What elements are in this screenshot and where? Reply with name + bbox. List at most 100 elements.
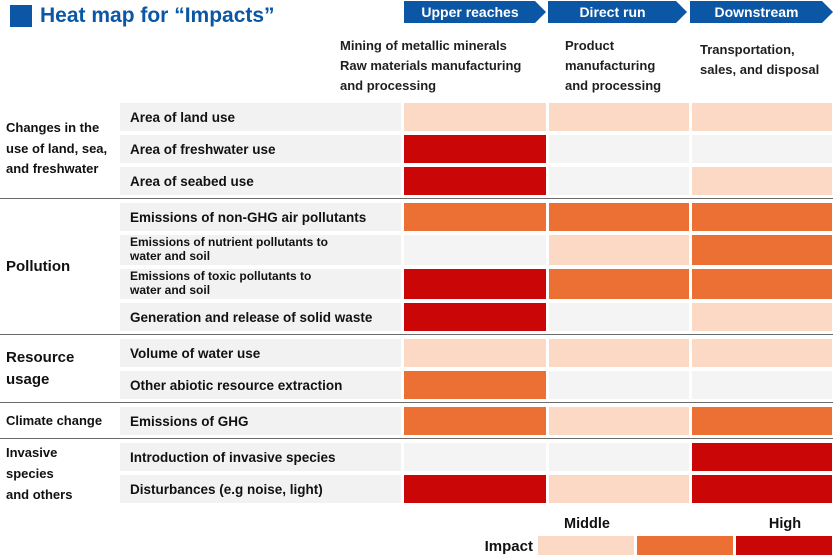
row-group-climate-change: Climate change Emissions of GHG xyxy=(0,402,833,435)
row-label: Emissions of non-GHG air pollutants xyxy=(120,203,401,231)
table-row: Disturbances (e.g noise, light) xyxy=(120,475,833,503)
table-row: Introduction of invasive species xyxy=(120,443,833,471)
stage-arrow-downstream: Downstream xyxy=(690,1,833,23)
stage-description-line: Transportation, xyxy=(700,42,795,57)
heat-cell xyxy=(549,269,689,299)
heat-cell xyxy=(692,235,832,265)
figure-title: Heat map for “Impacts” xyxy=(40,4,275,27)
row-label-line: Disturbances (e.g noise, light) xyxy=(130,481,323,497)
table-row: Emissions of non-GHG air pollutants xyxy=(120,203,833,231)
stage-description-direct-run: Product manufacturing and processing xyxy=(565,36,661,96)
row-label: Emissions of GHG xyxy=(120,407,401,435)
heat-cell xyxy=(692,443,832,471)
heatmap-table: Changes in the use of land, sea, and fresh… xyxy=(0,103,833,505)
group-label-line: use of land, sea, xyxy=(6,140,108,156)
row-label-line: Other abiotic resource extraction xyxy=(130,377,343,393)
heat-cell xyxy=(404,443,546,471)
heat-cell xyxy=(404,303,546,331)
stage-description-line: sales, and disposal xyxy=(700,62,820,77)
group-rows: Area of land use Area of freshwater use Ar… xyxy=(120,103,833,195)
stage-description-downstream: Transportation, sales, and disposal xyxy=(700,40,819,80)
group-label-line: and freshwater xyxy=(6,161,99,177)
heat-cell xyxy=(692,203,832,231)
group-label-line: Resource xyxy=(6,348,75,366)
stage-description-line: Product xyxy=(565,38,615,53)
group-label: Changes in the use of land, sea, and fresh… xyxy=(0,103,120,195)
heat-cell xyxy=(549,103,689,131)
table-row: Emissions of toxic pollutants to water an… xyxy=(120,269,833,299)
row-label-line: Introduction of invasive species xyxy=(130,449,336,465)
group-label-line: Invasive xyxy=(6,445,58,460)
row-label-line: Generation and release of solid waste xyxy=(130,309,373,325)
heat-cell xyxy=(549,203,689,231)
row-label-line: Emissions of non-GHG air pollutants xyxy=(130,209,367,225)
heat-cell xyxy=(549,135,689,163)
table-row: Generation and release of solid waste xyxy=(120,303,833,331)
heat-cell xyxy=(404,235,546,265)
heat-cell xyxy=(549,371,689,399)
stage-description-line: manufacturing xyxy=(565,58,656,73)
heat-cell xyxy=(549,407,689,435)
heat-cell xyxy=(692,269,832,299)
heat-cell xyxy=(404,371,546,399)
legend-tick-middle: Middle xyxy=(564,516,610,532)
table-row: Other abiotic resource extraction xyxy=(120,371,833,399)
group-rows: Emissions of GHG xyxy=(120,407,833,435)
heat-cell xyxy=(404,203,546,231)
legend-swatch-middle xyxy=(637,536,733,555)
group-label-line: Changes in the xyxy=(6,119,100,135)
group-label: Resource usage xyxy=(0,339,120,399)
group-label: Invasive species and others xyxy=(0,443,120,505)
row-group-resource-usage: Resource usage Volume of water use Other ab… xyxy=(0,334,833,399)
table-row: Area of land use xyxy=(120,103,833,131)
heat-cell xyxy=(692,371,832,399)
table-row: Area of freshwater use xyxy=(120,135,833,163)
heat-cell xyxy=(549,235,689,265)
row-label-line: Emissions of toxic pollutants to xyxy=(130,269,312,284)
heat-cell xyxy=(404,167,546,195)
heat-cell xyxy=(692,303,832,331)
heat-cell xyxy=(404,475,546,503)
heat-cell xyxy=(692,103,832,131)
row-group-changes-in-the-use-of-land-sea-and-freshwater: Changes in the use of land, sea, and fresh… xyxy=(0,103,833,195)
table-row: Area of seabed use xyxy=(120,167,833,195)
stage-arrow-direct-run: Direct run xyxy=(548,1,687,23)
row-label: Generation and release of solid waste xyxy=(120,303,401,331)
row-label: Area of freshwater use xyxy=(120,135,401,163)
stage-description-upper-reaches: Mining of metallic minerals Raw materials… xyxy=(340,36,521,96)
heat-cell xyxy=(404,103,546,131)
table-row: Emissions of GHG xyxy=(120,407,833,435)
stage-description-line: and processing xyxy=(340,78,437,93)
table-row: Emissions of nutrient pollutants to water… xyxy=(120,235,833,265)
heat-cell xyxy=(404,339,546,367)
legend-impact-label: Impact xyxy=(484,538,533,555)
stage-description-line: Mining of metallic minerals xyxy=(340,38,507,53)
legend-tick-high: High xyxy=(768,516,802,532)
row-label: Emissions of toxic pollutants to water an… xyxy=(120,269,401,299)
heat-cell xyxy=(549,303,689,331)
row-group-invasive-species-and-others: Invasive species and others Introduction of… xyxy=(0,438,833,505)
group-label-line: Pollution xyxy=(6,257,71,275)
group-rows: Introduction of invasive species Disturba… xyxy=(120,443,833,505)
row-label: Area of seabed use xyxy=(120,167,401,195)
row-label: Other abiotic resource extraction xyxy=(120,371,401,399)
row-label: Emissions of nutrient pollutants to water… xyxy=(120,235,401,265)
figure-header: Heat map for “Impacts” xyxy=(10,4,275,28)
heat-cell xyxy=(692,135,832,163)
legend-swatch-low xyxy=(538,536,634,555)
group-label-line: Climate change xyxy=(6,412,103,428)
group-rows: Volume of water use Other abiotic resourc… xyxy=(120,339,833,399)
group-label: Pollution xyxy=(0,203,120,331)
group-label-line: species xyxy=(6,465,54,481)
heat-cell xyxy=(549,339,689,367)
row-label: Volume of water use xyxy=(120,339,401,367)
heat-cell xyxy=(692,407,832,435)
row-label: Disturbances (e.g noise, light) xyxy=(120,475,401,503)
row-label-line: Area of land use xyxy=(130,109,236,125)
heat-cell xyxy=(404,269,546,299)
row-label-line: Emissions of nutrient pollutants to xyxy=(130,235,328,250)
stage-description-line: and processing xyxy=(565,78,662,93)
stage-description-line: Raw materials manufacturing xyxy=(340,58,522,73)
heat-cell xyxy=(549,475,689,503)
